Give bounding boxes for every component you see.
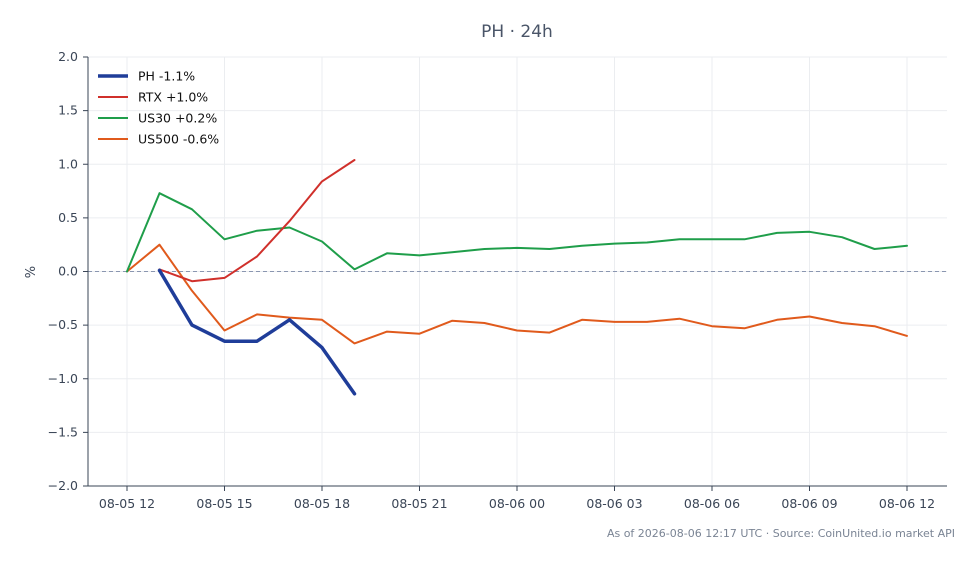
legend-label-us30: US30 +0.2% bbox=[138, 111, 217, 126]
y-tick-label: 0.5 bbox=[58, 210, 78, 225]
series-line-us30 bbox=[126, 192, 908, 273]
y-tick-label: −1.0 bbox=[48, 371, 78, 386]
y-tick-label: 1.0 bbox=[58, 156, 78, 171]
y-tick-label: 0.0 bbox=[58, 264, 78, 279]
series-line-rtx bbox=[158, 159, 356, 283]
y-tick-label: −2.0 bbox=[48, 478, 78, 493]
x-tick-label: 08-05 18 bbox=[294, 496, 350, 511]
x-tick-label: 08-05 21 bbox=[391, 496, 447, 511]
x-tick-label: 08-06 12 bbox=[879, 496, 935, 511]
series-group bbox=[126, 159, 908, 396]
y-axis-label: % bbox=[24, 266, 39, 278]
legend-label-ph: PH -1.1% bbox=[138, 69, 195, 84]
x-axis-ticks: 08-05 12 08-05 15 08-05 18 08-05 21 08-06 00… bbox=[99, 486, 935, 511]
x-tick-label: 08-06 03 bbox=[586, 496, 642, 511]
x-tick-label: 08-06 06 bbox=[684, 496, 740, 511]
y-tick-label: 2.0 bbox=[58, 49, 78, 64]
y-axis-ticks: 2.0 1.5 1.0 0.5 0.0 −0.5 −1.0 −1.5 −2.0 bbox=[48, 49, 88, 493]
legend: PH -1.1% RTX +1.0% US30 +0.2% US500 -0.6% bbox=[98, 69, 219, 147]
x-tick-label: 08-05 15 bbox=[196, 496, 252, 511]
x-tick-label: 08-05 12 bbox=[99, 496, 155, 511]
y-tick-label: −0.5 bbox=[48, 317, 78, 332]
x-tick-label: 08-06 09 bbox=[781, 496, 837, 511]
y-tick-label: −1.5 bbox=[48, 424, 78, 439]
chart-title: PH · 24h bbox=[481, 22, 553, 42]
y-tick-label: 1.5 bbox=[58, 103, 78, 118]
legend-label-us500: US500 -0.6% bbox=[138, 132, 219, 147]
legend-label-rtx: RTX +1.0% bbox=[138, 90, 208, 105]
series-line-ph bbox=[157, 268, 357, 396]
x-tick-label: 08-06 00 bbox=[489, 496, 545, 511]
source-footer: As of 2026-08-06 12:17 UTC · Source: Coi… bbox=[606, 527, 955, 540]
series-line-us500 bbox=[126, 243, 908, 345]
